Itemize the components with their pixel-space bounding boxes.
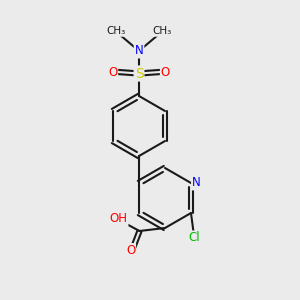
Text: N: N (192, 176, 201, 190)
Text: OH: OH (110, 212, 128, 226)
Text: O: O (161, 65, 170, 79)
Text: O: O (126, 244, 135, 257)
Text: O: O (108, 65, 117, 79)
Text: S: S (135, 67, 143, 80)
Text: Cl: Cl (188, 231, 200, 244)
Text: N: N (135, 44, 143, 58)
Text: CH₃: CH₃ (152, 26, 172, 36)
Text: CH₃: CH₃ (106, 26, 125, 36)
